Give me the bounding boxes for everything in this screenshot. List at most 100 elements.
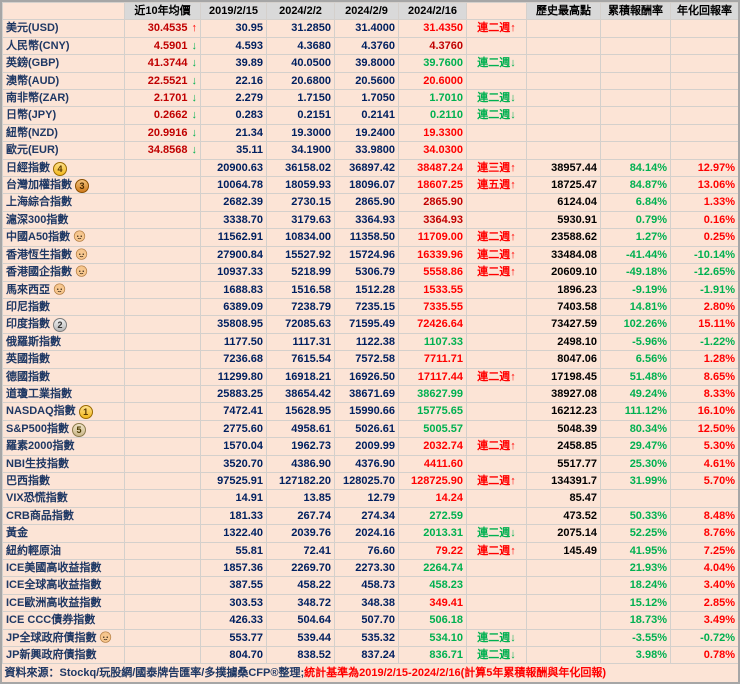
cell-all-time-high: 16212.23 <box>526 402 601 421</box>
cell-annualized-return: 4.04% <box>670 558 738 578</box>
cell-2024-02-09: 16926.50 <box>334 367 399 386</box>
cell-2024-02-09: 33.9800 <box>334 141 399 160</box>
table-row: CRB商品指數 181.33 267.74 274.34 272.59 473.52 50.… <box>2 506 738 526</box>
medal-rank-1-icon: 1 <box>78 405 93 420</box>
streak-badge: 連五週↑ <box>466 176 527 195</box>
cell-annualized-return: 15.11% <box>670 315 738 334</box>
cell-2019-02-15: 426.33 <box>200 611 267 630</box>
cell-all-time-high: 73427.59 <box>526 315 601 334</box>
streak-badge <box>466 384 527 404</box>
cell-annualized-return <box>670 71 738 91</box>
asset-name: ICE美國高收益指數 <box>6 562 102 574</box>
cell-annualized-return: 2.85% <box>670 593 738 613</box>
cell-10y-average <box>124 646 201 665</box>
table-row: 紐幣(NZD) 20.9916 ↓ 21.34 19.3000 19.2400 19.330… <box>2 123 738 143</box>
table-row: JP新興政府債指數 804.70 838.52 837.24 836.71 連二週↓ 3.9… <box>2 646 738 665</box>
cell-all-time-high: 473.52 <box>526 506 601 526</box>
cell-annualized-return: 3.49% <box>670 611 738 630</box>
table-row: 英鎊(GBP) 41.3744 ↓ 39.89 40.0500 39.8000 39.760… <box>2 54 738 73</box>
streak-badge <box>466 141 527 160</box>
cell-cumulative-return <box>600 36 671 56</box>
streak-badge <box>466 193 527 212</box>
cell-2019-02-15: 1177.50 <box>200 332 267 352</box>
table-row: 滬深300指數 3338.70 3179.63 3364.93 3364.93 5930.… <box>2 210 738 230</box>
cell-cumulative-return: 84.87% <box>600 176 671 195</box>
trend-down-icon: ↓ <box>191 57 198 70</box>
cell-2024-02-16: 836.71 <box>398 646 467 665</box>
table-row: 黃金 1322.40 2039.76 2024.16 2013.31 連二週↓ 2075.1… <box>2 524 738 543</box>
row-label: 南非幣(ZAR) <box>2 89 125 108</box>
row-label: ICE歐洲高收益指數 <box>2 593 125 613</box>
asset-name: 美元(USD) <box>6 22 59 35</box>
cell-2024-02-16: 14.24 <box>398 489 467 508</box>
cell-all-time-high <box>526 593 601 613</box>
cell-all-time-high: 38927.08 <box>526 384 601 404</box>
cell-2019-02-15: 22.16 <box>200 71 267 91</box>
cell-annualized-return: 16.10% <box>670 402 738 421</box>
asset-name: 馬來西亞 <box>6 283 50 296</box>
cell-cumulative-return: 21.93% <box>600 558 671 578</box>
cell-10y-average <box>124 541 201 561</box>
cell-2024-02-02: 40.0500 <box>266 54 335 73</box>
asset-name: NASDAQ指數 <box>6 405 76 418</box>
cell-2024-02-16: 128725.90 <box>398 471 467 491</box>
table-row: 道瓊工業指數 25883.25 38654.42 38671.69 38627.99 38… <box>2 384 738 404</box>
cell-2024-02-09: 837.24 <box>334 646 399 665</box>
cell-cumulative-return: 52.25% <box>600 524 671 543</box>
cell-all-time-high <box>526 646 601 665</box>
table-row: 中國A50指數 11562.91 10834.00 11358.50 11709.00 連… <box>2 228 738 247</box>
col-header-2024-02-16: 2024/2/16 <box>398 2 467 21</box>
baby-face-icon <box>72 248 88 261</box>
cell-2024-02-16: 3364.93 <box>398 210 467 230</box>
cell-all-time-high: 2498.10 <box>526 332 601 352</box>
cell-2019-02-15: 14.91 <box>200 489 267 508</box>
cell-2019-02-15: 55.81 <box>200 541 267 561</box>
asset-name: 人民幣(CNY) <box>6 39 70 52</box>
asset-name: 中國A50指數 <box>6 231 71 244</box>
asset-name: ICE歐洲高收益指數 <box>6 596 102 609</box>
cell-2024-02-16: 39.7600 <box>398 54 467 73</box>
asset-name: 黃金 <box>6 527 28 540</box>
asset-name: 紐約輕原油 <box>6 544 61 557</box>
cell-2024-02-02: 18059.93 <box>266 176 335 195</box>
cell-all-time-high: 2458.85 <box>526 437 601 456</box>
cell-all-time-high <box>526 36 601 56</box>
footer-row: 資料來源：Stockq/玩股網/國泰牌告匯率/多撲擄桑CFP®整理;統計基準為2… <box>2 663 738 682</box>
cell-all-time-high: 18725.47 <box>526 176 601 195</box>
trend-up-icon: ↑ <box>191 22 198 35</box>
cell-2019-02-15: 2775.60 <box>200 419 267 439</box>
row-label: 上海綜合指數 <box>2 193 125 212</box>
streak-badge: 連二週↑ <box>466 367 527 386</box>
cell-2024-02-02: 1516.58 <box>266 280 335 299</box>
streak-badge <box>466 210 527 230</box>
cell-10y-average <box>124 158 201 178</box>
asset-name: 道瓊工業指數 <box>6 387 72 400</box>
cell-annualized-return <box>670 89 738 108</box>
medal-rank-3-icon: 3 <box>75 179 89 194</box>
cell-all-time-high <box>526 558 601 578</box>
cell-2024-02-09: 2024.16 <box>334 524 399 543</box>
cell-annualized-return: -10.14% <box>670 245 738 265</box>
cell-2024-02-02: 4386.90 <box>266 454 335 473</box>
cell-2024-02-16: 2032.74 <box>398 437 467 456</box>
table-row: 南非幣(ZAR) 2.1701 ↓ 2.279 1.7150 1.7050 1.7010 連二… <box>2 89 738 108</box>
streak-badge: 連二週↑ <box>466 437 527 456</box>
cell-annualized-return: -1.91% <box>670 280 738 299</box>
cell-10y-average: 41.3744 ↓ <box>124 54 201 73</box>
streak-badge <box>466 611 527 630</box>
row-label: NBI生技指數 <box>2 454 125 473</box>
streak-badge: 連二週↓ <box>466 106 527 125</box>
cell-all-time-high: 33484.08 <box>526 245 601 265</box>
cell-10y-average <box>124 454 201 473</box>
cell-annualized-return <box>670 54 738 73</box>
cell-2024-02-02: 15527.92 <box>266 245 335 265</box>
cell-2024-02-02: 31.2850 <box>266 19 335 38</box>
cell-cumulative-return: -41.44% <box>600 245 671 265</box>
cell-2024-02-16: 31.4350 <box>398 19 467 38</box>
cell-cumulative-return <box>600 141 671 160</box>
cell-2024-02-02: 36158.02 <box>266 158 335 178</box>
row-label: 人民幣(CNY) <box>2 36 125 56</box>
streak-badge <box>466 419 527 439</box>
